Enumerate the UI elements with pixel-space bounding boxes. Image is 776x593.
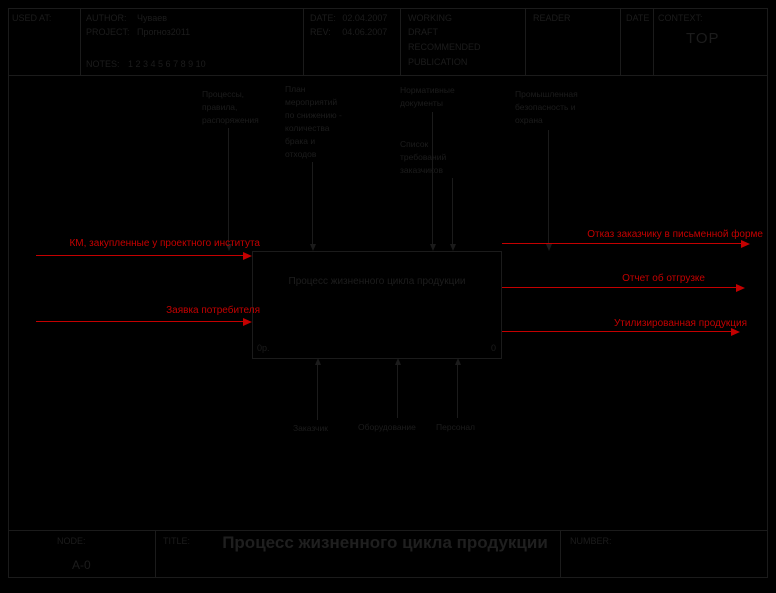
control-arrowhead-1 [226, 244, 232, 251]
control-label-customer-requirements: Список требований заказчиков [400, 139, 447, 175]
control-arrow-line-5 [548, 130, 549, 246]
output-arrowhead-shipment-report [736, 284, 745, 292]
control-arrowhead-3 [430, 244, 436, 251]
footer-sep-2 [560, 530, 561, 577]
diagram-title: Процесс жизненного цикла продукции [222, 533, 548, 552]
context-value: TOP [686, 30, 720, 47]
input-arrowhead-km [243, 252, 252, 260]
output-label-shipment-report: Отчет об отгрузке [622, 273, 705, 284]
project-row: PROJECT: Прогноз2011 [86, 27, 190, 38]
header-bottom-line [8, 75, 767, 76]
header-sep-6 [653, 8, 654, 75]
notes-values: 1 2 3 4 5 6 7 8 9 10 [128, 59, 206, 69]
output-arrow-line-shipment-report [502, 287, 737, 288]
node-value: А-0 [72, 558, 91, 572]
mechanism-arrow-line-personnel [457, 364, 458, 418]
status-publication: PUBLICATION [408, 57, 468, 67]
status-draft: DRAFT [408, 27, 438, 37]
author-value: Чуваев [137, 13, 167, 23]
date-row: DATE: 02.04.2007 [310, 13, 387, 24]
author-row: AUTHOR: Чуваев [86, 13, 167, 24]
header-sep-2 [303, 8, 304, 75]
control-label-plan: План мероприятий по снижению - количеств… [285, 84, 342, 159]
control-label-rules: Процессы, правила, распоряжения [202, 89, 259, 125]
reader-date-label: DATE [626, 13, 650, 23]
activity-box-label: Процесс жизненного цикла продукции [288, 276, 466, 287]
control-arrow-line-1 [228, 128, 229, 246]
project-label: PROJECT: [86, 27, 130, 37]
output-arrow-line-refusal [502, 243, 742, 244]
header-sep-5 [620, 8, 621, 75]
mechanism-arrowhead-customer [315, 358, 321, 365]
rev-value: 04.06.2007 [342, 27, 388, 37]
input-arrow-line-km [36, 255, 244, 256]
mechanism-arrowhead-equipment [395, 358, 401, 365]
control-arrowhead-2 [310, 244, 316, 251]
mechanism-arrowhead-personnel [455, 358, 461, 365]
output-arrow-line-utilized-products [502, 331, 732, 332]
activity-box: Процесс жизненного цикла продукции 0р. 0 [252, 251, 502, 359]
notes-label: NOTES: [86, 59, 120, 69]
status-working: WORKING [408, 13, 452, 23]
control-arrow-line-4 [452, 178, 453, 246]
reader-label: READER [533, 13, 571, 23]
activity-box-number: 0 [490, 343, 496, 353]
output-arrowhead-utilized-products [731, 328, 740, 336]
output-label-utilized-products: Утилизированная продукция [613, 318, 747, 329]
status-recommended: RECOMMENDED [408, 42, 481, 52]
sheet-border [8, 8, 768, 578]
output-arrowhead-refusal [741, 240, 750, 248]
date-value: 02.04.2007 [342, 13, 388, 23]
header-sep-3 [400, 8, 401, 75]
mechanism-label-customer: Заказчик [293, 423, 328, 433]
control-arrowhead-5 [546, 244, 552, 251]
notes-row: NOTES: 1 2 3 4 5 6 7 8 9 10 [86, 59, 206, 70]
author-label: AUTHOR: [86, 13, 127, 23]
header-sep-1 [80, 8, 81, 75]
rev-row: REV: 04.06.2007 [310, 27, 387, 38]
rev-label: REV: [310, 27, 331, 37]
control-arrow-line-3 [432, 112, 433, 246]
mechanism-label-personnel: Персонал [436, 422, 476, 432]
used-at-label: USED AT: [12, 13, 52, 23]
output-label-refusal: Отказ заказчику в письменной форме [587, 229, 763, 240]
context-label: CONTEXT: [658, 13, 703, 23]
control-label-industrial-safety: Промышленная безопасность и охрана [515, 89, 578, 125]
mechanism-label-equipment: Оборудование [358, 422, 416, 432]
mechanism-arrow-line-customer [317, 364, 318, 420]
header-sep-4 [525, 8, 526, 75]
activity-box-cost: 0р. [257, 343, 270, 353]
input-arrowhead-request [243, 318, 252, 326]
input-label-request: Заявка потребителя [166, 305, 260, 316]
footer-top-line [8, 530, 767, 531]
footer-sep-1 [155, 530, 156, 577]
node-label: NODE: [57, 536, 86, 546]
input-arrow-line-request [36, 321, 244, 322]
mechanism-arrow-line-equipment [397, 364, 398, 418]
control-arrow-line-2 [312, 162, 313, 246]
control-label-normative-docs: Нормативные документы [400, 85, 455, 108]
control-arrowhead-4 [450, 244, 456, 251]
date-label: DATE: [310, 13, 336, 23]
project-value: Прогноз2011 [137, 27, 191, 37]
title-label: TITLE: [163, 536, 191, 546]
input-label-km: КМ, закупленные у проектного института [69, 238, 260, 249]
number-label: NUMBER: [570, 536, 612, 546]
